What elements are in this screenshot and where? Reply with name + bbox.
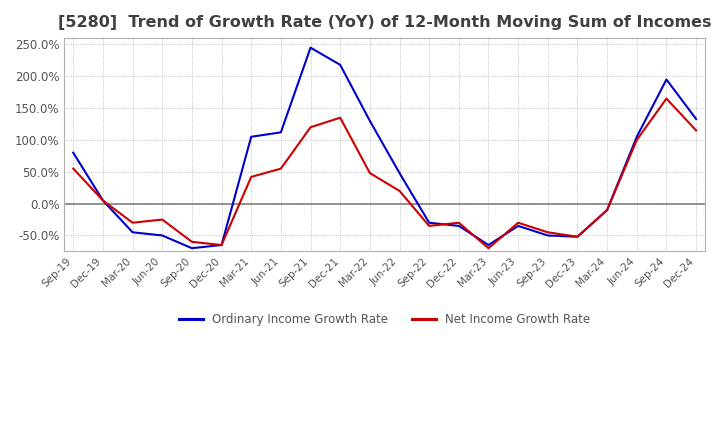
Net Income Growth Rate xyxy=(188,239,197,245)
Net Income Growth Rate xyxy=(217,242,226,248)
Line: Ordinary Income Growth Rate: Ordinary Income Growth Rate xyxy=(73,48,696,248)
Ordinary Income Growth Rate xyxy=(217,242,226,248)
Net Income Growth Rate xyxy=(603,207,611,213)
Ordinary Income Growth Rate xyxy=(99,198,107,203)
Net Income Growth Rate xyxy=(632,137,641,143)
Net Income Growth Rate xyxy=(573,234,582,239)
Ordinary Income Growth Rate xyxy=(692,116,701,121)
Net Income Growth Rate xyxy=(158,217,166,222)
Net Income Growth Rate xyxy=(484,246,492,251)
Ordinary Income Growth Rate xyxy=(573,234,582,239)
Net Income Growth Rate xyxy=(336,115,344,120)
Net Income Growth Rate xyxy=(425,223,433,228)
Net Income Growth Rate xyxy=(99,198,107,203)
Net Income Growth Rate xyxy=(692,128,701,133)
Ordinary Income Growth Rate xyxy=(306,45,315,50)
Net Income Growth Rate xyxy=(128,220,137,225)
Ordinary Income Growth Rate xyxy=(128,230,137,235)
Net Income Growth Rate xyxy=(247,174,256,180)
Ordinary Income Growth Rate xyxy=(632,134,641,139)
Net Income Growth Rate xyxy=(544,230,552,235)
Ordinary Income Growth Rate xyxy=(395,170,404,176)
Ordinary Income Growth Rate xyxy=(158,233,166,238)
Ordinary Income Growth Rate xyxy=(514,223,523,228)
Ordinary Income Growth Rate xyxy=(544,233,552,238)
Net Income Growth Rate xyxy=(514,220,523,225)
Ordinary Income Growth Rate xyxy=(188,246,197,251)
Ordinary Income Growth Rate xyxy=(247,134,256,139)
Ordinary Income Growth Rate xyxy=(484,242,492,248)
Net Income Growth Rate xyxy=(276,166,285,171)
Ordinary Income Growth Rate xyxy=(276,130,285,135)
Legend: Ordinary Income Growth Rate, Net Income Growth Rate: Ordinary Income Growth Rate, Net Income … xyxy=(174,308,595,331)
Net Income Growth Rate xyxy=(366,170,374,176)
Ordinary Income Growth Rate xyxy=(603,207,611,213)
Ordinary Income Growth Rate xyxy=(366,118,374,124)
Net Income Growth Rate xyxy=(395,188,404,194)
Title: [5280]  Trend of Growth Rate (YoY) of 12-Month Moving Sum of Incomes: [5280] Trend of Growth Rate (YoY) of 12-… xyxy=(58,15,711,30)
Net Income Growth Rate xyxy=(306,125,315,130)
Net Income Growth Rate xyxy=(662,96,671,101)
Ordinary Income Growth Rate xyxy=(336,62,344,67)
Ordinary Income Growth Rate xyxy=(69,150,78,155)
Net Income Growth Rate xyxy=(69,166,78,171)
Ordinary Income Growth Rate xyxy=(662,77,671,82)
Ordinary Income Growth Rate xyxy=(425,220,433,225)
Ordinary Income Growth Rate xyxy=(454,223,463,228)
Net Income Growth Rate xyxy=(454,220,463,225)
Line: Net Income Growth Rate: Net Income Growth Rate xyxy=(73,99,696,248)
